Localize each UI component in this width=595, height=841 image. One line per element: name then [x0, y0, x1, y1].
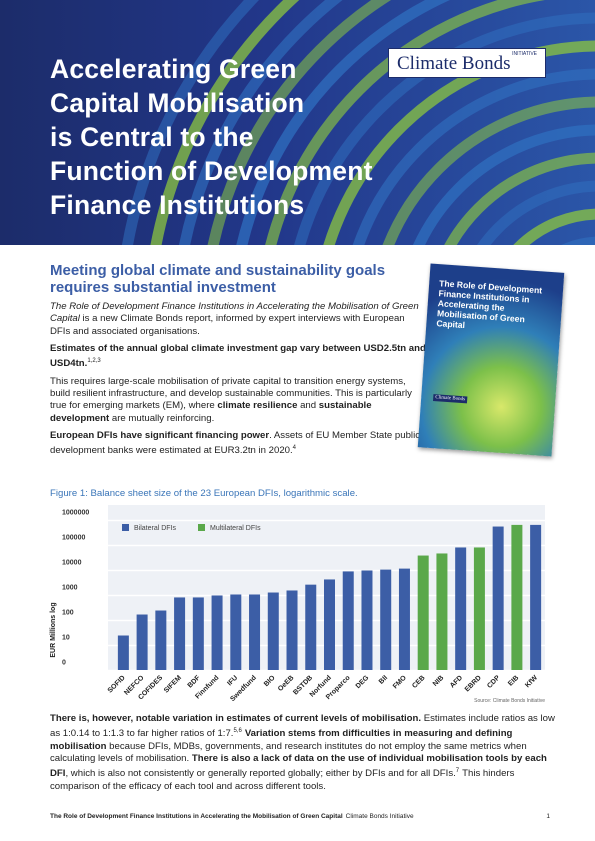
paragraph: Estimates of the annual global climate i…	[50, 343, 426, 371]
bar	[136, 614, 148, 670]
bar	[511, 524, 523, 670]
x-tick-label: SIFEM	[163, 674, 183, 694]
bar	[530, 524, 542, 670]
text-run: 5,6	[233, 728, 242, 735]
bar	[455, 547, 467, 670]
y-tick-label: 0	[62, 659, 66, 666]
logo-text: Climate Bonds	[397, 53, 511, 74]
bar	[230, 594, 242, 670]
bar	[361, 570, 373, 670]
y-axis-label: EUR Millions log	[50, 602, 57, 657]
bar	[380, 569, 392, 670]
page-title: Accelerating Green Capital Mobilisation …	[50, 54, 373, 220]
x-tick-label: IFU	[226, 674, 239, 687]
bar	[342, 571, 354, 670]
x-tick-label: EIB	[507, 674, 520, 687]
x-tick-label: CEB	[411, 674, 426, 689]
y-tick-label: 1000	[62, 585, 78, 592]
cover-logo: Climate Bonds	[432, 394, 468, 404]
x-tick-label: BII	[378, 674, 389, 685]
bar	[305, 584, 317, 670]
y-tick-label: 10000	[62, 560, 82, 567]
bar	[267, 592, 279, 670]
paragraph: European DFIs have significant financing…	[50, 430, 426, 458]
report-cover: The Role of Development Finance Institut…	[417, 263, 565, 457]
bar	[286, 590, 298, 670]
section-heading: Meeting global climate and sustainabilit…	[50, 262, 386, 296]
y-tick-label: 100	[62, 609, 74, 616]
text-run: 4	[292, 445, 296, 452]
bar	[117, 635, 129, 670]
text-run: Estimates include ratios as low as 1:0.1…	[50, 713, 555, 740]
text-run: There is, however, notable variation in …	[50, 713, 422, 724]
footer: The Role of Development Finance Institut…	[50, 813, 550, 820]
x-tick-label: NIB	[432, 674, 445, 687]
x-tick-label: DEG	[355, 674, 371, 690]
legend-label: Bilateral DFIs	[134, 525, 177, 532]
bar	[417, 555, 429, 670]
chart: 0101001000100001000001000000SOFIDNEFCOCO…	[50, 505, 545, 704]
banner	[0, 0, 595, 245]
bar	[249, 594, 261, 670]
text-run: There is also a lack of data on the use …	[50, 753, 547, 780]
body-text: The Role of Development Finance Institut…	[50, 301, 426, 463]
x-tick-label: CDP	[486, 674, 502, 690]
text-run: sustainable development	[50, 400, 372, 424]
text-run: are mutually reinforcing.	[109, 412, 215, 424]
y-tick-label: 1000000	[62, 510, 89, 517]
x-tick-label: BIO	[263, 674, 277, 688]
text-run: Variation stems from difficulties in mea…	[50, 728, 513, 752]
figure-caption: Figure 1: Balance sheet size of the 23 E…	[50, 488, 358, 499]
bar	[492, 526, 504, 670]
bar	[436, 553, 448, 670]
text-run: This hinders comparison of the efficacy …	[50, 768, 515, 792]
paragraph: The Role of Development Finance Institut…	[50, 301, 426, 338]
bar	[192, 597, 204, 670]
x-tick-label: AFD	[449, 674, 464, 689]
text-run: European DFIs have significant financing…	[50, 429, 270, 441]
footer-title: The Role of Development Finance Institut…	[50, 813, 343, 820]
legend-swatch	[198, 524, 205, 531]
text-run: 7	[455, 768, 460, 775]
text-run: Estimates of the annual global climate i…	[50, 342, 426, 370]
closing-text: There is, however, notable variation in …	[50, 713, 555, 793]
page-number: 1	[546, 813, 550, 820]
bar	[398, 568, 410, 670]
bar	[211, 595, 223, 670]
footer-org: Climate Bonds Initiative	[345, 813, 414, 820]
y-tick-label: 100000	[62, 535, 85, 542]
text-run: because DFIs, MDBs, governments, and res…	[50, 740, 527, 765]
text-run: , which is also not consistently or gene…	[65, 768, 456, 780]
text-run: and	[297, 400, 319, 412]
text-run: is a new Climate Bonds report, informed …	[50, 313, 405, 337]
x-tick-label: EBRD	[464, 674, 483, 693]
logo: Climate Bonds INITIATIVE	[388, 48, 546, 78]
bar	[324, 579, 335, 670]
x-tick-label: KfW	[524, 674, 539, 689]
text-run: 1,2,3	[87, 358, 101, 365]
text-run: This requires large-scale mobilisation o…	[50, 375, 412, 412]
text-run: climate resilience	[217, 400, 298, 412]
legend-label: Multilateral DFIs	[210, 525, 261, 532]
logo-sub: INITIATIVE	[512, 51, 537, 57]
bar	[155, 610, 167, 670]
x-tick-label: BDF	[187, 674, 203, 690]
text-run: The Role of Development Finance Institut…	[50, 301, 419, 325]
y-tick-label: 10	[62, 634, 70, 641]
cover-title: The Role of Development Finance Institut…	[436, 278, 543, 331]
legend-swatch	[122, 524, 129, 531]
bar	[473, 547, 485, 670]
text-run: . Assets of EU Member State public devel…	[50, 429, 420, 457]
paragraph: This requires large-scale mobilisation o…	[50, 376, 426, 425]
bar	[174, 597, 186, 670]
x-tick-label: FMO	[392, 674, 408, 690]
source-note: Source: Climate Bonds Initiative	[474, 698, 545, 704]
